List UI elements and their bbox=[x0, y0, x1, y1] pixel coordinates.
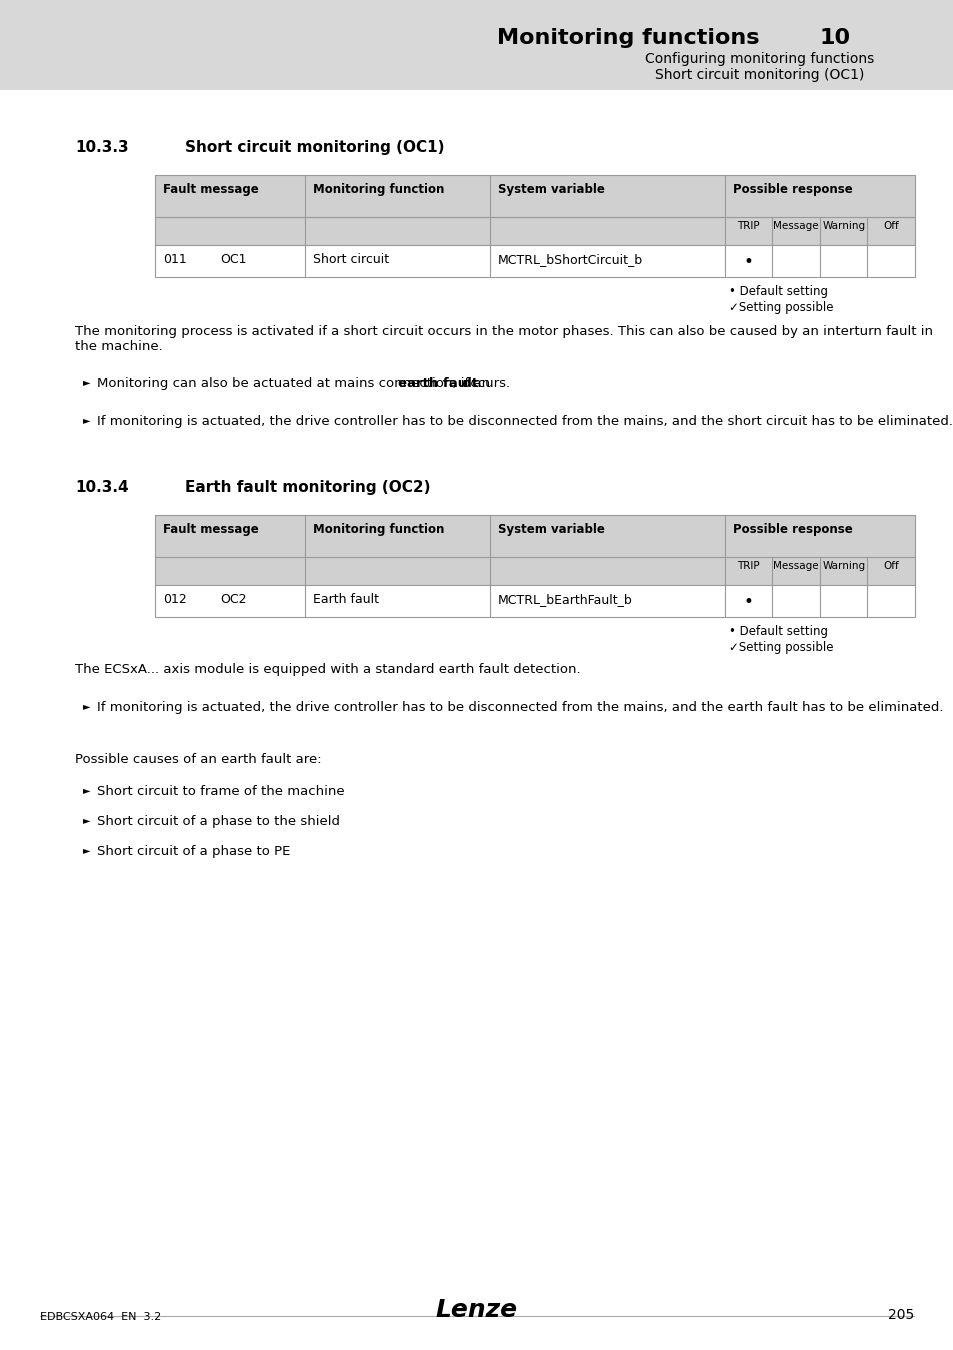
Text: Earth fault: Earth fault bbox=[313, 593, 378, 606]
Text: Monitoring functions: Monitoring functions bbox=[497, 28, 760, 49]
Text: The monitoring process is activated if a short circuit occurs in the motor phase: The monitoring process is activated if a… bbox=[75, 325, 932, 352]
Text: ✓Setting possible: ✓Setting possible bbox=[728, 301, 833, 315]
Text: Warning: Warning bbox=[821, 562, 864, 571]
Text: If monitoring is actuated, the drive controller has to be disconnected from the : If monitoring is actuated, the drive con… bbox=[97, 701, 943, 714]
Text: Monitoring function: Monitoring function bbox=[313, 184, 444, 196]
Text: Fault message: Fault message bbox=[163, 184, 258, 196]
Text: System variable: System variable bbox=[497, 522, 604, 536]
Text: ►: ► bbox=[83, 845, 91, 855]
Text: MCTRL_bEarthFault_b: MCTRL_bEarthFault_b bbox=[497, 593, 632, 606]
Text: occurs.: occurs. bbox=[458, 377, 510, 390]
Text: Possible causes of an earth fault are:: Possible causes of an earth fault are: bbox=[75, 753, 321, 765]
Text: Warning: Warning bbox=[821, 221, 864, 231]
Text: ►: ► bbox=[83, 414, 91, 425]
Text: ►: ► bbox=[83, 377, 91, 387]
Text: Message: Message bbox=[773, 221, 819, 231]
Bar bbox=[154, 217, 914, 244]
Text: Possible response: Possible response bbox=[732, 184, 852, 196]
Text: Monitoring function: Monitoring function bbox=[313, 522, 444, 536]
Text: 10.3.3: 10.3.3 bbox=[75, 140, 129, 155]
Bar bbox=[154, 176, 914, 217]
Text: Lenze: Lenze bbox=[436, 1297, 517, 1322]
Text: • Default setting: • Default setting bbox=[728, 285, 827, 298]
Text: Off: Off bbox=[882, 221, 898, 231]
Text: Short circuit monitoring (OC1): Short circuit monitoring (OC1) bbox=[655, 68, 863, 82]
Text: • Default setting: • Default setting bbox=[728, 625, 827, 639]
Text: Fault message: Fault message bbox=[163, 522, 258, 536]
Bar bbox=[0, 0, 953, 90]
Text: ►: ► bbox=[83, 701, 91, 711]
Text: 205: 205 bbox=[887, 1308, 913, 1322]
Text: Short circuit to frame of the machine: Short circuit to frame of the machine bbox=[97, 784, 344, 798]
Text: Short circuit: Short circuit bbox=[313, 252, 389, 266]
Text: •: • bbox=[743, 252, 753, 271]
Bar bbox=[154, 514, 914, 558]
Text: TRIP: TRIP bbox=[737, 562, 760, 571]
Text: Monitoring can also be actuated at mains connection, if an: Monitoring can also be actuated at mains… bbox=[97, 377, 494, 390]
Bar bbox=[154, 558, 914, 585]
Text: If monitoring is actuated, the drive controller has to be disconnected from the : If monitoring is actuated, the drive con… bbox=[97, 414, 952, 428]
Text: The ECSxA... axis module is equipped with a standard earth fault detection.: The ECSxA... axis module is equipped wit… bbox=[75, 663, 580, 676]
Text: Message: Message bbox=[773, 562, 819, 571]
Text: MCTRL_bShortCircuit_b: MCTRL_bShortCircuit_b bbox=[497, 252, 642, 266]
Text: Possible response: Possible response bbox=[732, 522, 852, 536]
Text: Short circuit of a phase to the shield: Short circuit of a phase to the shield bbox=[97, 815, 339, 828]
Text: 10: 10 bbox=[820, 28, 850, 49]
Text: ►: ► bbox=[83, 815, 91, 825]
Text: earth fault: earth fault bbox=[397, 377, 477, 390]
Text: ✓Setting possible: ✓Setting possible bbox=[728, 641, 833, 653]
Text: TRIP: TRIP bbox=[737, 221, 760, 231]
Text: 10.3.4: 10.3.4 bbox=[75, 481, 129, 495]
Bar bbox=[154, 514, 914, 617]
Text: Short circuit of a phase to PE: Short circuit of a phase to PE bbox=[97, 845, 290, 859]
Text: •: • bbox=[743, 593, 753, 612]
Text: Off: Off bbox=[882, 562, 898, 571]
Text: OC2: OC2 bbox=[220, 593, 246, 606]
Text: Short circuit monitoring (OC1): Short circuit monitoring (OC1) bbox=[185, 140, 444, 155]
Text: 011: 011 bbox=[163, 252, 187, 266]
Text: 012: 012 bbox=[163, 593, 187, 606]
Text: Configuring monitoring functions: Configuring monitoring functions bbox=[644, 53, 874, 66]
Text: EDBCSXA064  EN  3.2: EDBCSXA064 EN 3.2 bbox=[40, 1312, 161, 1322]
Text: Earth fault monitoring (OC2): Earth fault monitoring (OC2) bbox=[185, 481, 430, 495]
Text: System variable: System variable bbox=[497, 184, 604, 196]
Text: ►: ► bbox=[83, 784, 91, 795]
Bar bbox=[154, 176, 914, 277]
Text: OC1: OC1 bbox=[220, 252, 246, 266]
